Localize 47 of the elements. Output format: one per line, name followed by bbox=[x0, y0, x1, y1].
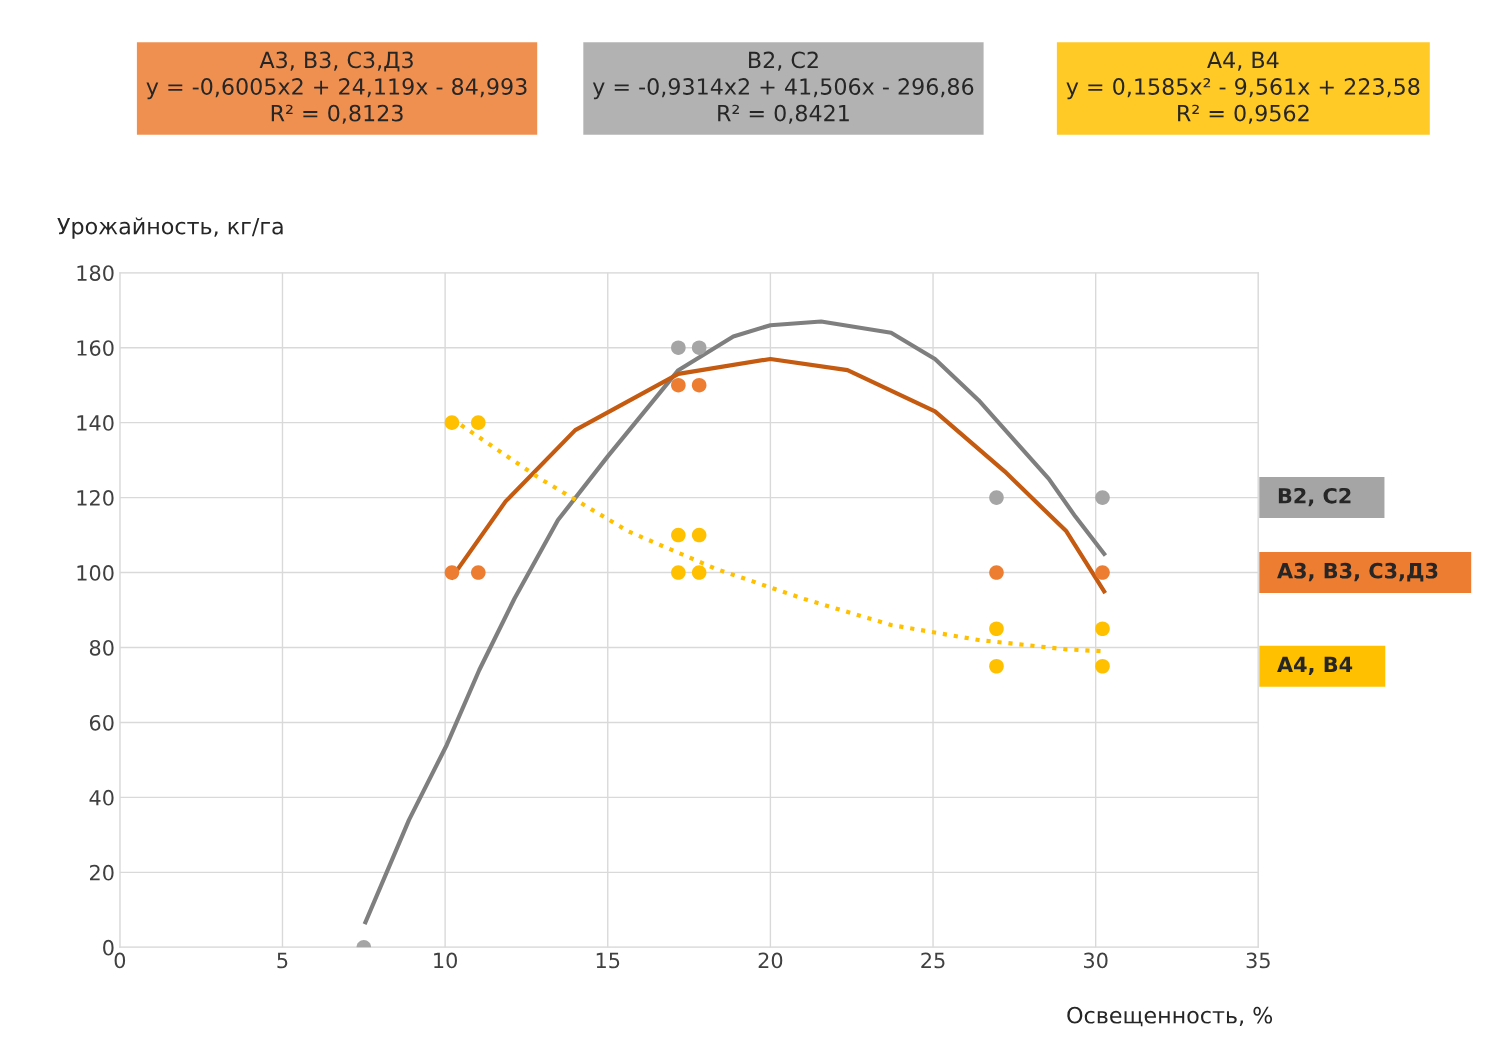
y-tick-label: 100 bbox=[77, 565, 114, 581]
y-axis-title: Урожайность, кг/га bbox=[57, 217, 283, 239]
y-tick-label: 80 bbox=[89, 639, 114, 656]
point bbox=[1095, 490, 1110, 505]
point bbox=[989, 565, 1004, 580]
point bbox=[444, 565, 460, 580]
point bbox=[1095, 621, 1110, 637]
x-tick-label: 30 bbox=[1084, 952, 1108, 969]
text: В2, С2 y = -0,9314x2 + 41,506x - 296,86 R² = 0,8421 bbox=[592, 51, 974, 124]
x-tick-label: 35 bbox=[1246, 952, 1270, 969]
x-tick-label: 20 bbox=[758, 952, 783, 969]
text: А4, В4 y = 0,1585x² - 9,561x + 223,58 R² = 0,9562 bbox=[1066, 51, 1420, 124]
y-tick-label: 20 bbox=[90, 864, 114, 881]
point bbox=[471, 565, 486, 580]
y-tick-label: 180 bbox=[77, 265, 114, 281]
point bbox=[1095, 565, 1110, 580]
x-axis-title: Освещенность, % bbox=[1067, 1006, 1273, 1027]
text: А4, В4 bbox=[1277, 656, 1353, 675]
y-tick-label: 60 bbox=[89, 714, 114, 731]
point bbox=[691, 340, 707, 355]
y-tick-label: 120 bbox=[77, 490, 114, 506]
point bbox=[1095, 658, 1110, 674]
point bbox=[444, 415, 460, 430]
y-tick-label: 40 bbox=[89, 789, 114, 806]
x-tick-label: 10 bbox=[434, 952, 457, 969]
point bbox=[691, 565, 707, 580]
x-tick-label: 0 bbox=[114, 952, 126, 969]
point bbox=[671, 340, 686, 355]
x-tick-label: 5 bbox=[277, 952, 288, 969]
line-series bbox=[363, 319, 1107, 925]
text: В2, С2 bbox=[1278, 487, 1351, 507]
y-tick-label: 0 bbox=[103, 939, 114, 956]
x-tick-label: 25 bbox=[921, 952, 945, 969]
point bbox=[671, 377, 686, 393]
point bbox=[989, 490, 1004, 505]
text: А3, В3, С3,Д3 y = -0,6005x2 + 24,119x - 84,993 R² = 0,8123 bbox=[146, 51, 527, 124]
point bbox=[671, 565, 686, 580]
point bbox=[691, 377, 707, 393]
text: А3, В3, С3,Д3 bbox=[1277, 562, 1438, 582]
y-tick-label: 160 bbox=[77, 340, 114, 356]
point bbox=[471, 415, 486, 430]
point bbox=[691, 527, 707, 543]
point bbox=[989, 621, 1004, 637]
point bbox=[989, 658, 1004, 674]
point bbox=[671, 527, 686, 543]
x-tick-label: 15 bbox=[596, 952, 620, 969]
y-tick-label: 140 bbox=[77, 415, 114, 431]
